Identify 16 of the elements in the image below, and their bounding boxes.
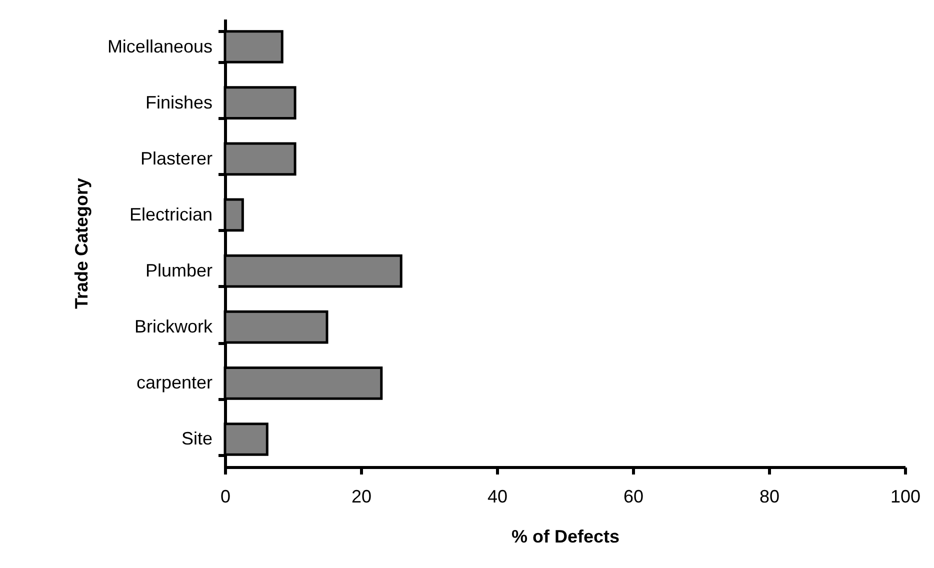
- y-axis-title: Trade Category: [71, 178, 92, 310]
- y-tick-label: Finishes: [145, 92, 212, 112]
- x-tick-label: 100: [890, 486, 921, 506]
- x-tick-label: 40: [487, 486, 508, 506]
- y-tick-label: Brickwork: [134, 316, 214, 337]
- y-tick-label: Plasterer: [140, 148, 212, 168]
- y-tick-label: carpenter: [136, 372, 212, 393]
- y-tick-label: Electrician: [129, 204, 212, 224]
- y-tick-label: Plumber: [145, 260, 212, 281]
- x-tick-label: 0: [220, 486, 231, 506]
- x-tick-label: 20: [351, 486, 372, 506]
- y-tick-label: Site: [181, 428, 212, 449]
- x-axis-title: % of Defects: [511, 526, 620, 546]
- x-tick-label: 60: [623, 486, 644, 506]
- y-tick-label: Micellaneous: [107, 36, 212, 56]
- x-tick-label: 80: [759, 486, 780, 506]
